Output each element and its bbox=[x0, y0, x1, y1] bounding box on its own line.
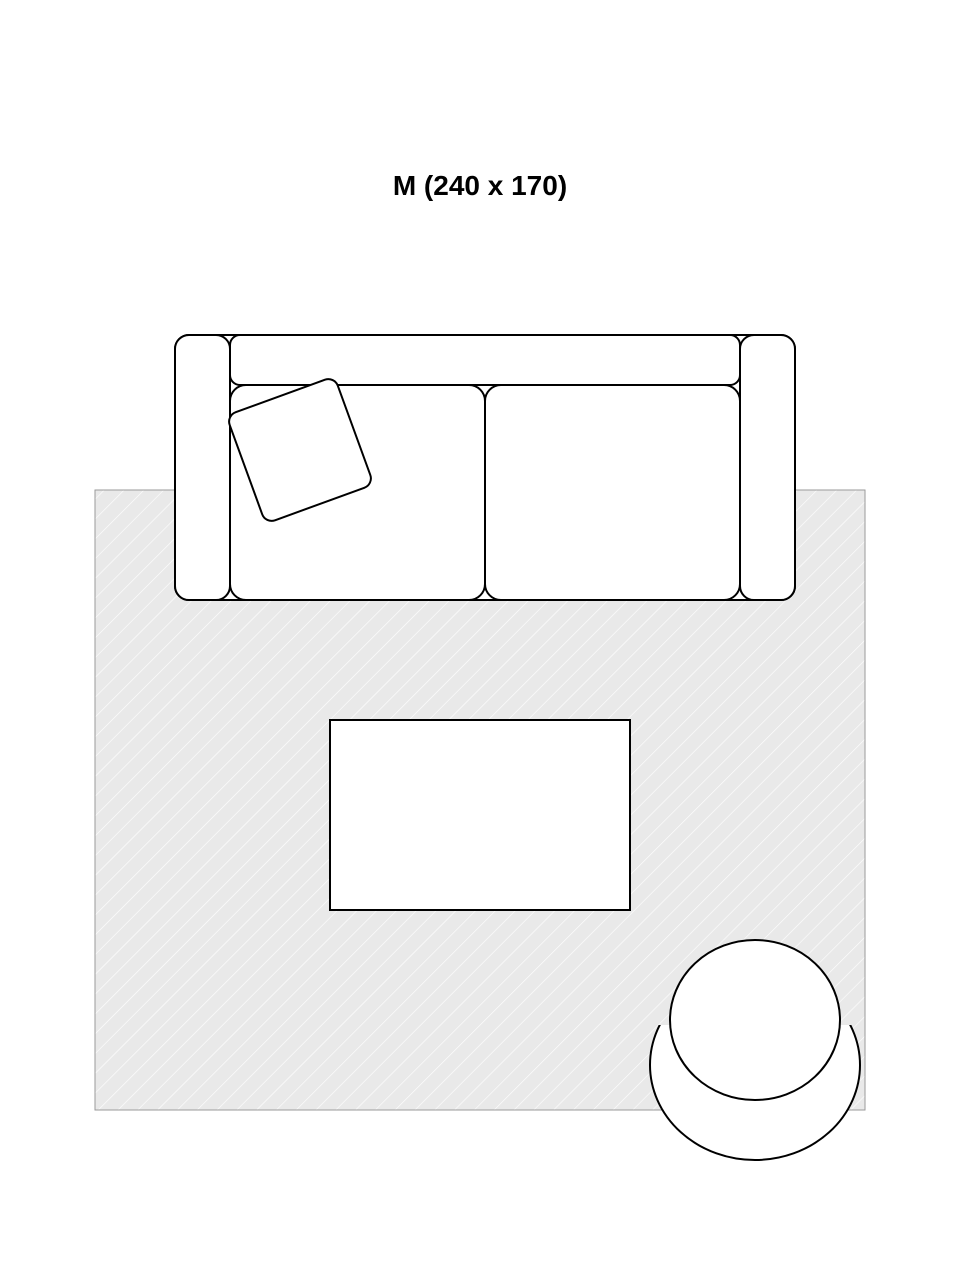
size-title: M (240 x 170) bbox=[0, 170, 960, 202]
sofa-cushion-right bbox=[485, 385, 740, 600]
coffee-table bbox=[330, 720, 630, 910]
armchair-seat bbox=[670, 940, 840, 1100]
sofa-backrest bbox=[230, 335, 740, 385]
sofa bbox=[175, 335, 795, 600]
diagram-canvas: M (240 x 170) bbox=[0, 0, 960, 1280]
sofa-arm-left bbox=[175, 335, 230, 600]
sofa-arm-right bbox=[740, 335, 795, 600]
